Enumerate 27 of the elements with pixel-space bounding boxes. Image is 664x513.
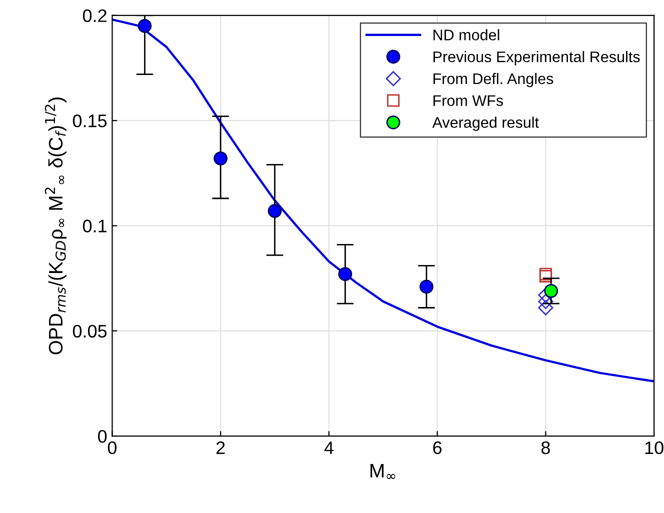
y-tick-label: 0.05 (72, 324, 107, 338)
x-tick-label: 4 (324, 442, 334, 454)
legend-label: ND model (434, 29, 500, 40)
x-tick-label: 6 (433, 441, 442, 454)
x-tick-label: 8 (541, 441, 550, 454)
point (268, 204, 282, 218)
legend-label: From WFs (434, 95, 503, 106)
x-tick-label: 0 (108, 441, 117, 454)
text: OPD$_{rms}$/(K$_{GD}$ρ$_{∞}$ M$^{2}$$_{∞}$ δ(C$_{f}$)$^{1/2}$) (44, 98, 66, 354)
point (420, 280, 434, 294)
point (538, 294, 554, 310)
point (538, 300, 554, 316)
point (544, 284, 558, 298)
y-tick-label: 0.2 (82, 9, 106, 22)
x-tick-label: 10 (645, 441, 664, 454)
y-tick-label: 0.15 (72, 114, 107, 128)
point (338, 267, 352, 282)
point (138, 18, 152, 33)
x-tick-label: 2 (216, 441, 225, 454)
legend-label: Previous Experimental Results (434, 51, 640, 66)
y-tick-label: 0 (98, 430, 107, 443)
y-tick-label: 0.1 (82, 220, 106, 232)
line-series (112, 18, 654, 382)
x-axis-title: M$_{∞}$ (370, 464, 396, 480)
legend-label: Averaged result (432, 116, 539, 131)
legend-label: From Defl. Angles (434, 72, 554, 88)
point (214, 151, 228, 166)
